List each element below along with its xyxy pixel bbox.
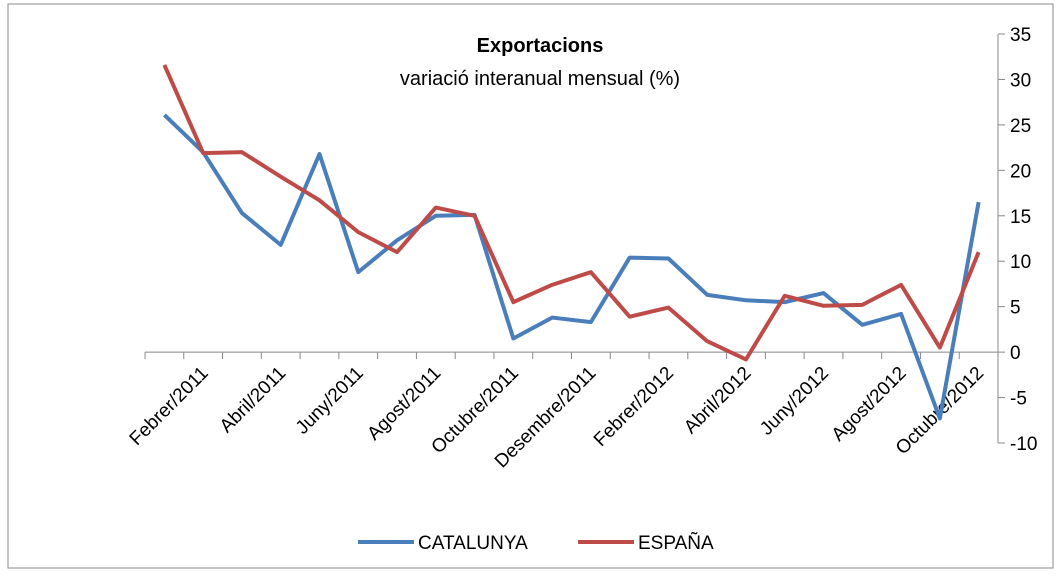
chart-border bbox=[7, 3, 1054, 569]
line-series bbox=[162, 64, 981, 362]
y-tick-label: 5 bbox=[1010, 298, 1021, 319]
y-tick-label: 0 bbox=[1010, 343, 1021, 364]
y-tick-label: -10 bbox=[1010, 434, 1037, 455]
legend-label: ESPAÑA bbox=[638, 532, 714, 554]
y-tick-label: 35 bbox=[1010, 25, 1031, 46]
chart-subtitle: variació interanual mensual (%) bbox=[400, 68, 680, 90]
line-series bbox=[163, 113, 981, 421]
y-tick-label: 15 bbox=[1010, 207, 1031, 228]
chart-title: Exportacions bbox=[477, 35, 604, 57]
y-tick-label: 30 bbox=[1010, 70, 1031, 91]
legend-label: CATALUNYA bbox=[418, 533, 528, 554]
y-tick-label: 25 bbox=[1010, 116, 1031, 137]
y-tick-label: 20 bbox=[1010, 161, 1031, 182]
y-tick-label: 10 bbox=[1010, 252, 1031, 273]
y-tick-label: -5 bbox=[1010, 389, 1027, 410]
